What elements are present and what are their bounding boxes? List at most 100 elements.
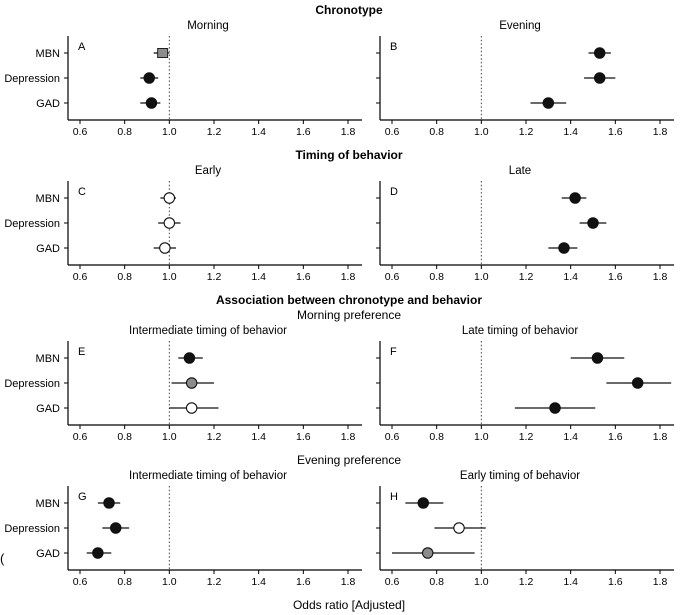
panel-row: Morning A 0.6 0.8 1.0 1.2 1.4 1.6 1.8 MBN Depressi… xyxy=(0,18,698,146)
x-tick-label: 1.8 xyxy=(653,431,668,443)
point-marker xyxy=(631,377,644,389)
x-tick-label: 1.6 xyxy=(608,271,623,283)
x-tick-label: 1.0 xyxy=(474,576,489,588)
x-tick-label: 1.0 xyxy=(162,431,177,443)
x-tick-label: 1.8 xyxy=(653,576,668,588)
y-label-depression: Depression xyxy=(4,523,60,535)
y-label-mbn: MBN xyxy=(36,48,61,60)
panel-a: Morning A 0.6 0.8 1.0 1.2 1.4 1.6 1.8 MBN Depressi… xyxy=(4,20,362,138)
x-tick-label: 0.6 xyxy=(73,126,88,138)
point-marker xyxy=(549,402,561,414)
panel-h: Early timing of behavior H 0.6 0.8 1.0 1.2 1.4… xyxy=(376,470,674,588)
x-tick-label: 1.4 xyxy=(563,576,578,588)
y-label-gad: GAD xyxy=(36,548,60,560)
section-4: Evening preference Intermediate timing of… xyxy=(0,453,698,596)
x-tick-label: 1.2 xyxy=(207,271,222,283)
panel-letter: G xyxy=(78,491,87,503)
panel-b: Evening B 0.6 0.8 1.0 1.2 1.4 1.6 1.8 xyxy=(376,20,674,138)
x-tick-label: 0.8 xyxy=(117,271,132,283)
point-marker xyxy=(569,192,581,204)
y-label-mbn: MBN xyxy=(36,193,61,205)
x-tick-label: 0.8 xyxy=(117,126,132,138)
section-1: Chronotype Morning A 0.6 0.8 1.0 1.2 1.4 1.6 1.8 M… xyxy=(0,3,698,146)
point-marker xyxy=(159,242,171,254)
x-tick-label: 1.4 xyxy=(251,126,266,138)
panel-letter: E xyxy=(78,346,85,358)
y-label-depression: Depression xyxy=(4,218,60,230)
section-3: Association between chronotype and behav… xyxy=(0,293,698,451)
figure-edge-fragment: ( xyxy=(0,551,5,566)
x-tick-label: 0.6 xyxy=(73,576,88,588)
x-tick-label: 1.4 xyxy=(563,126,578,138)
section-2: Timing of behavior Early C 0.6 0.8 1.0 1.2 1.4 1… xyxy=(0,148,698,291)
point-marker xyxy=(163,217,176,229)
point-marker xyxy=(591,352,604,364)
x-tick-label: 1.4 xyxy=(251,431,266,443)
panel-letter: D xyxy=(390,186,398,198)
point-marker xyxy=(185,377,198,389)
point-marker xyxy=(143,72,155,84)
x-tick-label: 1.0 xyxy=(474,126,489,138)
x-tick-label: 0.6 xyxy=(385,271,400,283)
panel-c: Early C 0.6 0.8 1.0 1.2 1.4 1.6 1.8 MBN Depression… xyxy=(4,165,362,283)
x-axis-title: Odds ratio [Adjusted] xyxy=(292,598,406,612)
panel-title: Evening xyxy=(499,20,541,32)
x-tick-label: 1.6 xyxy=(296,431,311,443)
x-tick-label: 1.4 xyxy=(251,576,266,588)
x-tick-label: 0.8 xyxy=(429,271,444,283)
point-marker xyxy=(593,72,606,84)
point-marker xyxy=(157,48,169,58)
panel-title: Intermediate timing of behavior xyxy=(129,325,287,337)
x-tick-label: 1.2 xyxy=(207,576,222,588)
y-label-gad: GAD xyxy=(36,243,60,255)
x-tick-label: 1.0 xyxy=(474,271,489,283)
point-marker xyxy=(417,497,430,509)
section-header: Timing of behavior xyxy=(295,148,403,162)
point-marker xyxy=(92,547,104,559)
x-tick-label: 1.2 xyxy=(519,126,534,138)
panel-e: Intermediate timing of behavior E 0.6 0.8 1.… xyxy=(4,325,362,443)
section-header: Association between chronotype and behav… xyxy=(215,293,483,307)
x-tick-label: 1.0 xyxy=(474,431,489,443)
point-marker xyxy=(163,192,176,204)
x-tick-label: 1.8 xyxy=(341,431,356,443)
x-tick-label: 1.0 xyxy=(162,126,177,138)
section-subheader: Morning preference xyxy=(296,308,402,322)
y-label-mbn: MBN xyxy=(36,353,61,365)
x-tick-label: 1.8 xyxy=(653,271,668,283)
panel-title: Morning xyxy=(187,20,229,32)
point-marker xyxy=(103,497,115,509)
x-tick-label: 1.2 xyxy=(207,126,222,138)
y-label-depression: Depression xyxy=(4,378,60,390)
x-tick-label: 1.8 xyxy=(341,126,356,138)
point-marker xyxy=(185,402,198,414)
panel-letter: B xyxy=(390,41,397,53)
panel-title: Late timing of behavior xyxy=(462,325,579,337)
x-tick-label: 0.6 xyxy=(385,126,400,138)
point-marker xyxy=(542,97,555,109)
x-tick-label: 1.6 xyxy=(296,271,311,283)
y-label-gad: GAD xyxy=(36,403,60,415)
panel-d: Late D 0.6 0.8 1.0 1.2 1.4 1.6 1.8 xyxy=(376,165,674,283)
x-tick-label: 1.8 xyxy=(341,576,356,588)
x-tick-label: 0.6 xyxy=(73,271,88,283)
panel-letter: F xyxy=(390,346,397,358)
panel-row: Early C 0.6 0.8 1.0 1.2 1.4 1.6 1.8 MBN Depression… xyxy=(0,163,698,291)
point-marker xyxy=(183,352,196,364)
x-tick-label: 0.6 xyxy=(385,576,400,588)
x-tick-label: 1.0 xyxy=(162,576,177,588)
point-marker xyxy=(109,522,122,534)
figure-sections: Chronotype Morning A 0.6 0.8 1.0 1.2 1.4 1.6 1.8 M… xyxy=(0,3,698,596)
y-label-mbn: MBN xyxy=(36,498,61,510)
panel-title: Intermediate timing of behavior xyxy=(129,470,287,482)
panel-letter: H xyxy=(390,491,398,503)
panel-f: Late timing of behavior F 0.6 0.8 1.0 1.2 1.4 1… xyxy=(376,325,674,443)
x-tick-label: 0.6 xyxy=(385,431,400,443)
point-marker xyxy=(587,217,599,229)
point-marker xyxy=(558,242,570,254)
x-tick-label: 1.0 xyxy=(162,271,177,283)
x-tick-label: 1.4 xyxy=(563,431,578,443)
x-tick-label: 0.8 xyxy=(429,126,444,138)
x-tick-label: 1.6 xyxy=(296,126,311,138)
x-tick-label: 1.2 xyxy=(519,431,534,443)
